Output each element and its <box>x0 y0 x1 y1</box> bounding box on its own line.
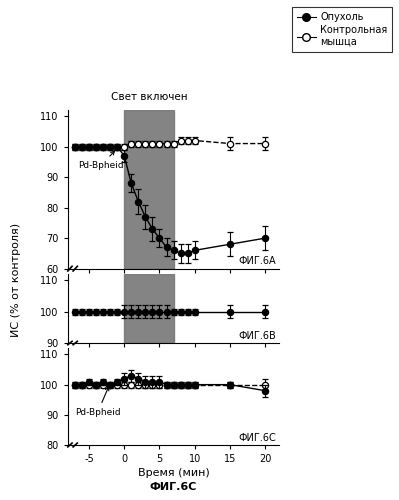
Text: Свет включен: Свет включен <box>111 92 187 102</box>
Text: ФИГ.6A: ФИГ.6A <box>238 256 276 266</box>
Text: ИС (% от контроля): ИС (% от контроля) <box>11 223 21 337</box>
Bar <box>124 274 174 343</box>
X-axis label: Время (мин): Время (мин) <box>138 468 209 478</box>
Text: Pd-Bpheid: Pd-Bpheid <box>78 151 124 170</box>
Text: ФИГ.6B: ФИГ.6B <box>238 332 276 342</box>
Bar <box>124 110 174 268</box>
Text: Pd-Bpheid: Pd-Bpheid <box>75 387 120 417</box>
Text: ФИГ.6C: ФИГ.6C <box>238 434 276 444</box>
Legend: Опухоль, Контрольная
мышца: Опухоль, Контрольная мышца <box>292 8 392 52</box>
Text: ФИГ.6C: ФИГ.6C <box>150 482 197 492</box>
